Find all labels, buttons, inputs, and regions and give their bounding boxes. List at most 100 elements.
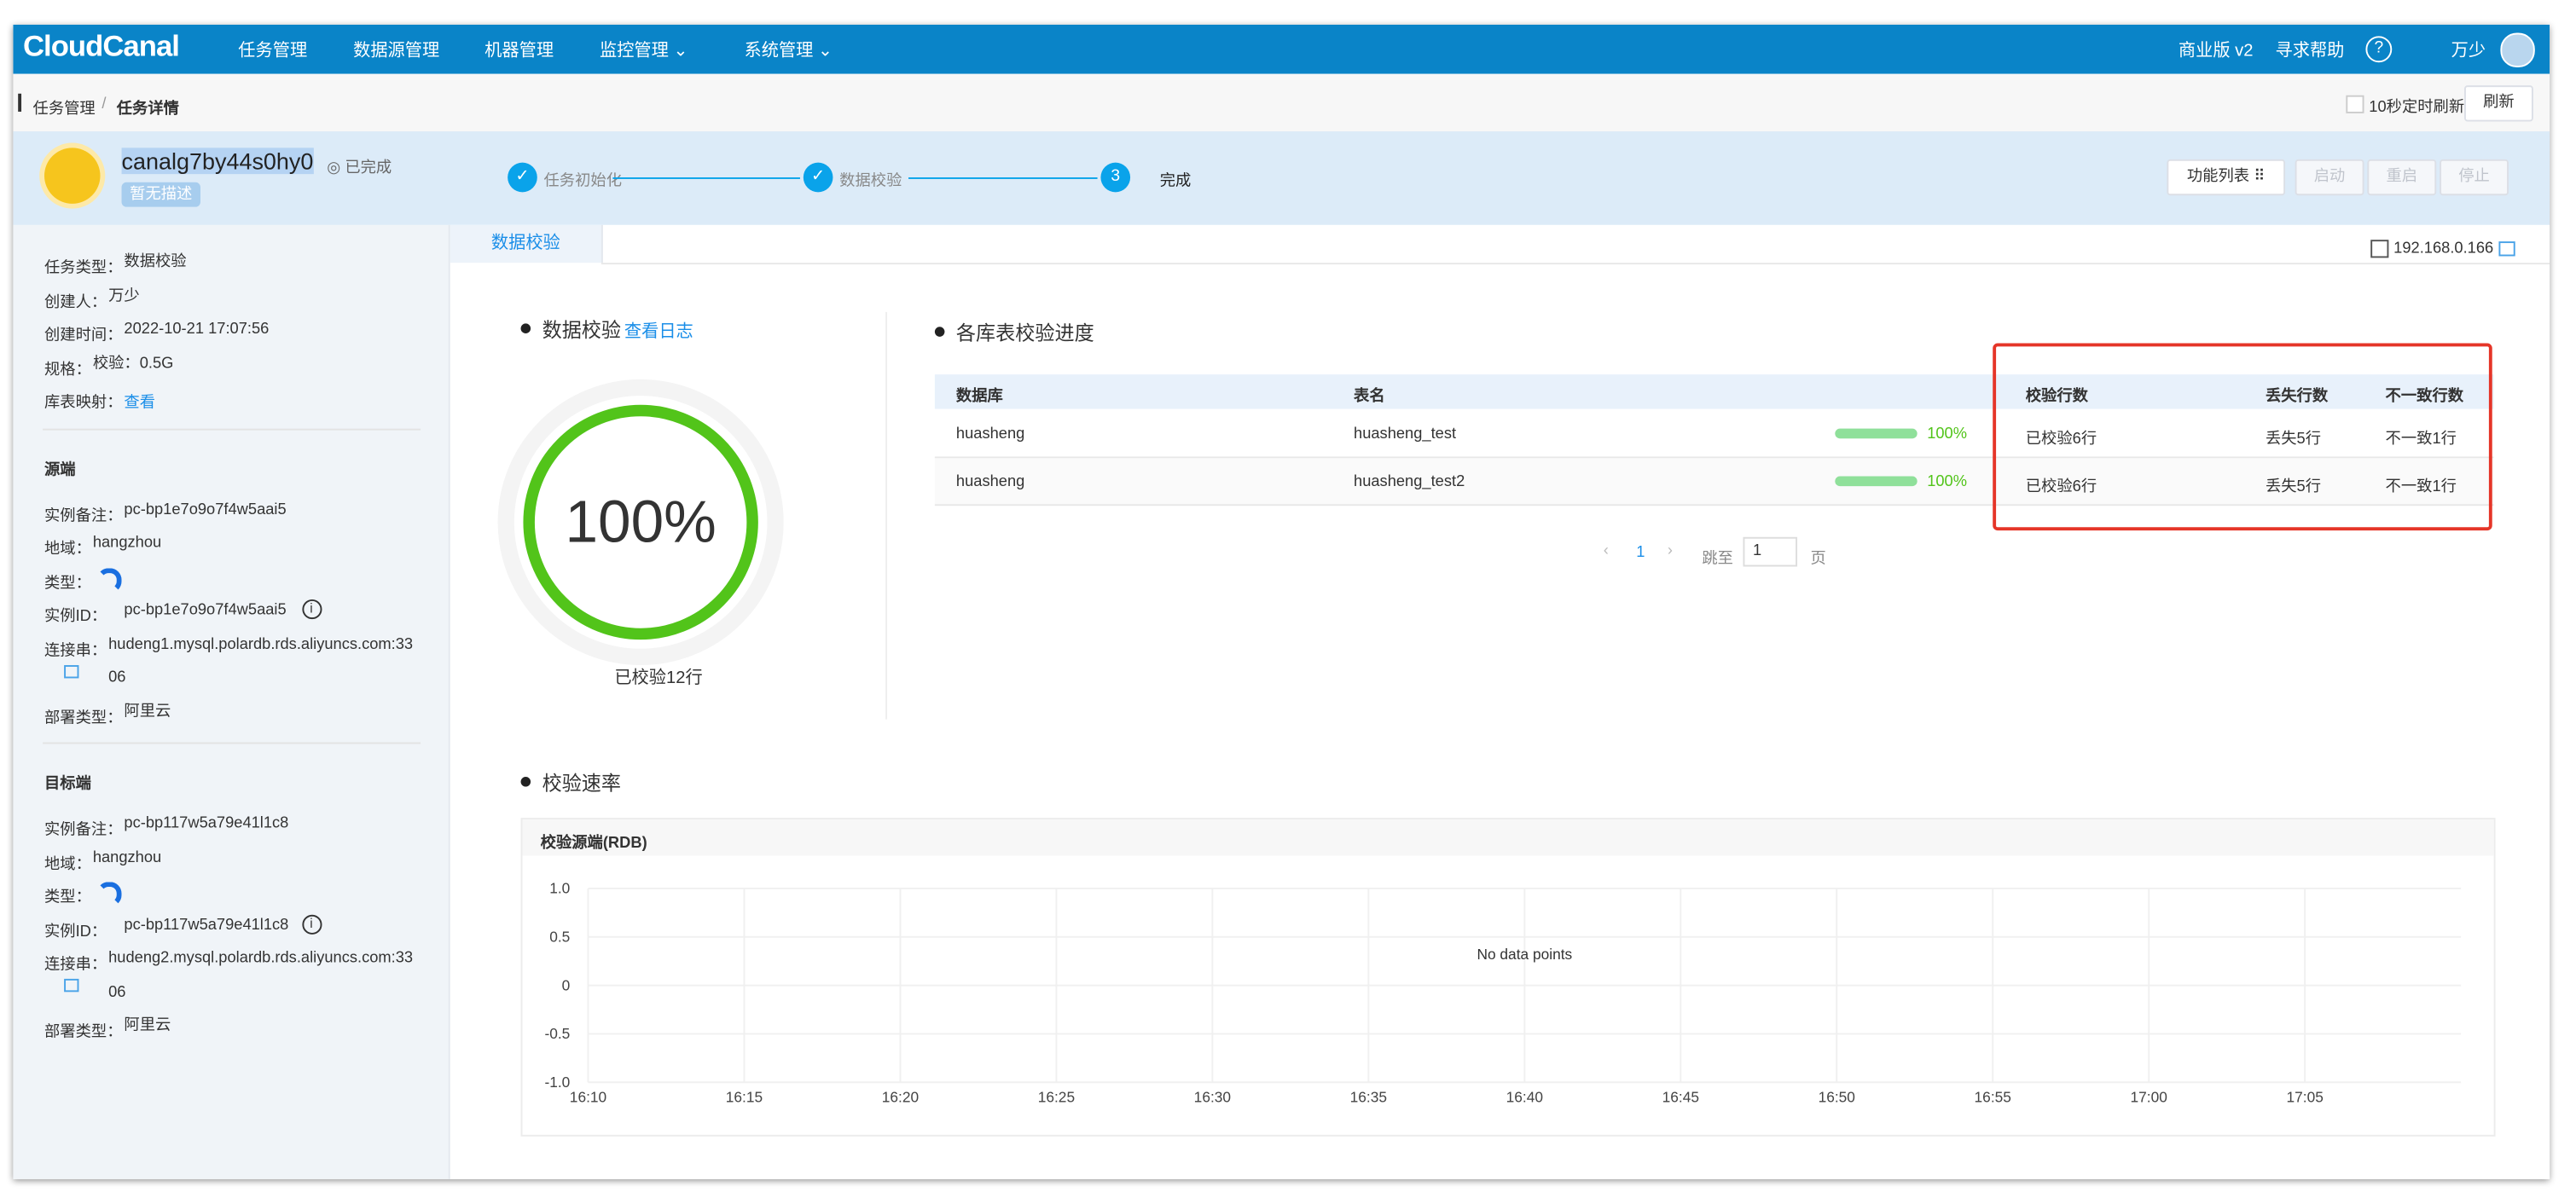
logo[interactable]: CloudCanal: [22, 29, 180, 63]
info-icon[interactable]: i: [301, 913, 322, 934]
x-tick-label: 16:40: [1506, 1088, 1543, 1105]
progress-bar: [1835, 476, 1917, 487]
step-line: [908, 177, 1098, 179]
cell: 丢失5行: [2265, 430, 2322, 449]
page-unit: 页: [1810, 550, 1826, 569]
info-value: pc-bp1e7o9o7f4w5aai5: [124, 600, 287, 620]
info-label: 地域：: [44, 540, 91, 559]
task-status: ◎ 已完成: [327, 159, 392, 178]
auto-refresh[interactable]: 10秒定时刷新: [2369, 98, 2465, 117]
cell: 不一致1行: [2385, 478, 2457, 496]
page-next[interactable]: ›: [1667, 541, 1673, 560]
menu-item[interactable]: 系统管理 ⌄: [744, 41, 833, 61]
step-label: 数据校验: [839, 172, 902, 191]
info-icon[interactable]: i: [301, 599, 322, 620]
cell: huasheng: [955, 425, 1025, 444]
cell: 丢失5行: [2265, 478, 2322, 496]
section-title: 源端: [44, 460, 76, 479]
table-header-cell: 表名: [1354, 387, 1385, 406]
action-button[interactable]: 重启: [2367, 159, 2437, 196]
copy-icon[interactable]: [64, 978, 79, 993]
y-tick-label: -0.5: [544, 1025, 570, 1042]
x-tick-label: 16:10: [570, 1088, 606, 1105]
page-prev[interactable]: ‹: [1603, 541, 1609, 560]
section-title: 各库表校验进度: [934, 319, 1094, 347]
x-tick-label: 16:55: [1975, 1088, 2011, 1105]
progress-label: 100%: [1927, 472, 1968, 491]
top-nav: CloudCanal 任务管理 数据源管理 机器管理 监控管理 ⌄ 系统管理 ⌄ 商业版 v…: [13, 24, 2550, 74]
checked-count: 已校验12行: [614, 668, 703, 688]
divider: [43, 427, 421, 430]
task-description[interactable]: 暂无描述: [121, 182, 201, 207]
log-link[interactable]: 查看日志: [624, 321, 693, 342]
info-value: hangzhou: [92, 533, 162, 553]
action-button[interactable]: 停止: [2440, 159, 2509, 196]
menu-item[interactable]: 机器管理: [484, 41, 554, 61]
info-value: hudeng2.mysql.polardb.rds.aliyuncs.com:3…: [108, 949, 414, 1001]
tab-line: [600, 263, 2550, 265]
progress-bar: [1835, 428, 1917, 439]
cell: huasheng_test: [1354, 425, 1457, 444]
chart-title: 校验源端(RDB): [540, 834, 647, 853]
task-name: canalg7by44s0hy0: [121, 148, 314, 175]
ring-progress: [523, 404, 758, 640]
tab[interactable]: 数据校验: [450, 224, 603, 263]
chart-card: 校验源端(RDB) 1.0 0.5 0 -0.5 -1.0 16:10 16:15 16:20 1…: [520, 818, 2496, 1137]
x-tick-label: 16:15: [726, 1088, 763, 1105]
cell: 不一致1行: [2385, 430, 2457, 449]
type-icon: [96, 567, 121, 593]
x-tick-label: 17:00: [2131, 1088, 2167, 1105]
info-label: 实例ID：: [44, 607, 107, 626]
info-value: 校验：0.5G: [92, 354, 174, 373]
info-value: hudeng1.mysql.polardb.rds.aliyuncs.com:3…: [108, 634, 414, 687]
info-value: 数据校验: [124, 252, 187, 271]
info-value: 万少: [108, 287, 140, 305]
task-icon: [44, 148, 101, 204]
x-tick-label: 16:45: [1662, 1088, 1699, 1105]
y-tick-label: 1.0: [549, 880, 570, 897]
cell: huasheng_test2: [1354, 472, 1465, 491]
checkbox[interactable]: [2346, 95, 2364, 113]
menu-item[interactable]: 任务管理: [238, 41, 308, 61]
step-icon: ✓: [508, 162, 537, 193]
page-input[interactable]: 1: [1743, 536, 1798, 567]
step-line: [612, 177, 800, 179]
y-tick-label: 0: [562, 976, 571, 993]
section-title: 校验速率: [520, 768, 621, 796]
avatar[interactable]: [2500, 32, 2535, 67]
info-label: 地域：: [44, 854, 91, 873]
menu-item[interactable]: 数据源管理: [353, 41, 440, 61]
chart-header: [522, 819, 2494, 856]
menu-item[interactable]: 监控管理 ⌄: [599, 41, 688, 61]
refresh-button[interactable]: 刷新: [2464, 85, 2533, 122]
ring: 100%: [497, 379, 784, 666]
info-value: 阿里云: [124, 702, 171, 721]
highlight-box: [1993, 343, 2492, 531]
info-label: 类型：: [44, 888, 91, 907]
accent: [18, 93, 22, 112]
edition[interactable]: 商业版 v2: [2178, 41, 2254, 61]
copy-icon[interactable]: [2498, 241, 2515, 257]
info-label: 创建人：: [44, 292, 107, 311]
x-tick-label: 16:50: [1819, 1088, 1855, 1105]
divider: [43, 742, 421, 744]
user-name[interactable]: 万少: [2451, 41, 2486, 61]
task-header: canalg7by44s0hy0 ◎ 已完成 暂无描述 ✓ 任务初始化 ✓ 数据校验 3 完成 功…: [13, 131, 2550, 225]
info-value: pc-bp117w5a79e41l1c8: [124, 915, 289, 934]
step-icon: 3: [1100, 162, 1131, 193]
action-button[interactable]: 功能列表 ⠿: [2167, 159, 2286, 196]
info-label: 任务类型：: [44, 259, 123, 278]
action-button[interactable]: 启动: [2295, 159, 2364, 196]
info-value: pc-bp117w5a79e41l1c8: [124, 814, 289, 833]
info-label: 库表映射：: [44, 394, 123, 413]
page-current[interactable]: 1: [1636, 543, 1645, 562]
help[interactable]: 寻求帮助: [2275, 41, 2345, 61]
empty-text: No data points: [1477, 946, 1572, 963]
copy-icon[interactable]: [64, 664, 79, 678]
help-icon[interactable]: ?: [2365, 36, 2393, 63]
crumb[interactable]: 任务管理: [32, 100, 96, 119]
breadcrumb-bar: 任务管理 / 任务详情 10秒定时刷新 刷新: [13, 73, 2550, 134]
step-label: 完成: [1159, 172, 1192, 191]
info-link[interactable]: 查看: [124, 394, 156, 413]
